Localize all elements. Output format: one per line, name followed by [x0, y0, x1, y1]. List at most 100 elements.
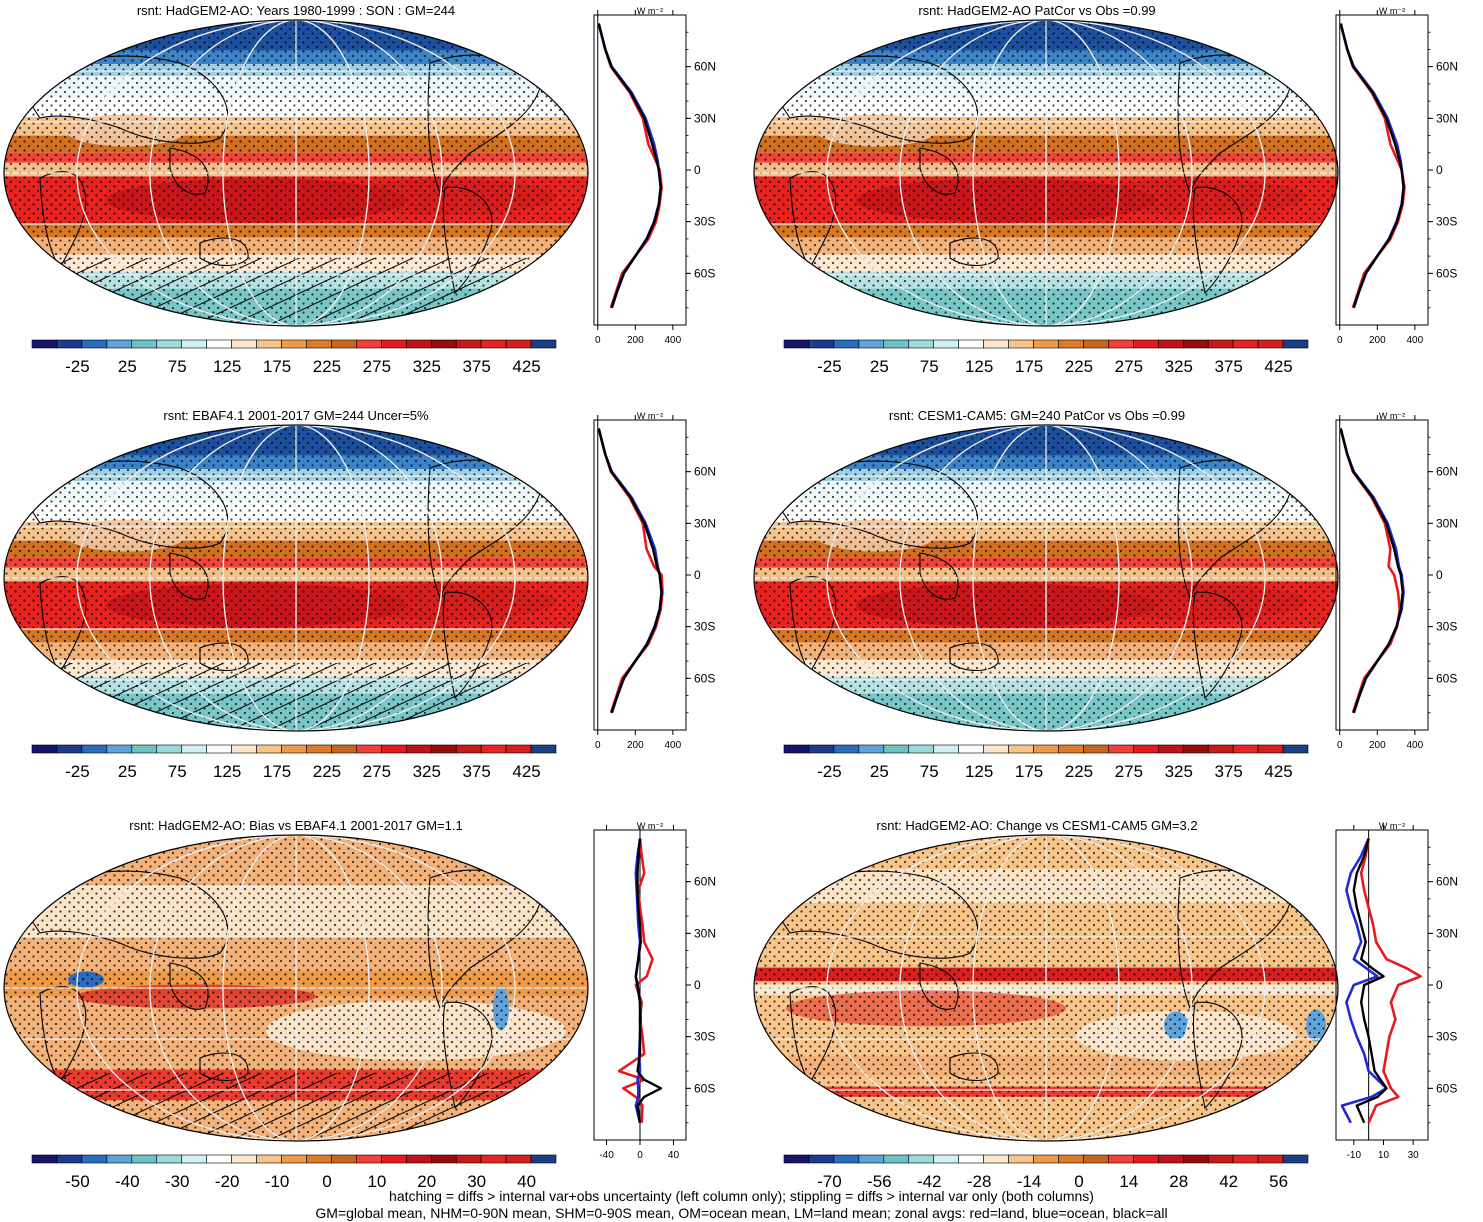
colorbar-swatch [984, 340, 1009, 348]
map [750, 18, 1342, 328]
colorbar-swatch [232, 1155, 257, 1163]
lat-tick-label: 30S [694, 620, 715, 634]
colorbar-label: 375 [462, 762, 490, 781]
plot-frame [594, 420, 686, 730]
colorbar-swatch [107, 745, 132, 753]
colorbar-swatch [331, 1155, 356, 1163]
colorbar-swatch [282, 745, 307, 753]
colorbar-swatch [1009, 340, 1034, 348]
lat-tick-label: 60N [1436, 60, 1458, 74]
lat-tick-label: 60S [1436, 1081, 1457, 1095]
x-tick-label: 0 [637, 1150, 643, 1161]
colorbar-swatch [1133, 745, 1158, 753]
colorbar-swatch [1108, 340, 1133, 348]
colorbar-swatch [809, 340, 834, 348]
colorbar-swatch [506, 340, 531, 348]
footer-line-2: GM=global mean, NHM=0-90N mean, SHM=0-90… [0, 1205, 1483, 1222]
colorbar-label: 125 [213, 357, 241, 376]
map-title: rsnt: HadGEM2-AO: Bias vs EBAF4.1 2001-2… [0, 818, 592, 833]
lat-tick-label: 60N [694, 465, 716, 479]
colorbar-label: 425 [512, 762, 540, 781]
colorbar-swatch [207, 745, 232, 753]
colorbar-swatch [82, 1155, 107, 1163]
colorbar-label: 325 [413, 357, 441, 376]
colorbar-swatch [1233, 745, 1258, 753]
lat-tick-label: 30S [1436, 1030, 1457, 1044]
colorbar-swatch [859, 1155, 884, 1163]
colorbar-label: 25 [118, 357, 137, 376]
colorbar-swatch [406, 1155, 431, 1163]
zonal-all-line [1341, 24, 1404, 308]
panel-2: rsnt: EBAF4.1 2001-2017 GM=244 Uncer=5% … [0, 405, 741, 805]
colorbar-swatch [1183, 340, 1208, 348]
lat-tick-label: 0 [694, 568, 701, 582]
x-tick-label: 200 [627, 335, 644, 346]
colorbar-swatch [1208, 1155, 1233, 1163]
colorbar: -252575125175225275325375425475 [782, 338, 1312, 380]
colorbar-label: 325 [1165, 357, 1193, 376]
colorbar-label: 125 [965, 762, 993, 781]
x-tick-label: 0 [1337, 335, 1343, 346]
colorbar-label: -25 [817, 762, 842, 781]
colorbar-swatch [884, 340, 909, 348]
colorbar-swatch [506, 1155, 531, 1163]
colorbar: -252575125175225275325375425475 [782, 743, 1312, 785]
x-tick-label: 400 [1407, 740, 1424, 751]
colorbar-swatch [1233, 340, 1258, 348]
colorbar-swatch [1083, 340, 1108, 348]
colorbar-swatch [456, 340, 481, 348]
colorbar-swatch [934, 340, 959, 348]
colorbar-label: 225 [1065, 357, 1093, 376]
map-title: rsnt: EBAF4.1 2001-2017 GM=244 Uncer=5% [0, 408, 592, 423]
colorbar-swatch [182, 1155, 207, 1163]
colorbar-swatch [506, 745, 531, 753]
colorbar-swatch [884, 1155, 909, 1163]
colorbar-swatch [1083, 1155, 1108, 1163]
colorbar-swatch [531, 1155, 556, 1163]
lat-tick-label: 30S [1436, 620, 1457, 634]
colorbar-swatch [1058, 1155, 1083, 1163]
colorbar-swatch [356, 1155, 381, 1163]
colorbar-label: 25 [118, 762, 137, 781]
colorbar-swatch [1258, 745, 1283, 753]
colorbar-swatch [531, 745, 556, 753]
zonal-all-line [1341, 429, 1403, 713]
colorbar-label: 275 [363, 762, 391, 781]
lat-tick-label: 60S [694, 1081, 715, 1095]
colorbar-swatch [132, 745, 157, 753]
lat-tick-label: 30S [694, 1030, 715, 1044]
lat-tick-label: 60S [694, 671, 715, 685]
colorbar-swatch [809, 745, 834, 753]
units-label: W m⁻² [1379, 6, 1405, 16]
colorbar-swatch [1009, 1155, 1034, 1163]
colorbar-swatch [207, 1155, 232, 1163]
colorbar: -252575125175225275325375425475 [30, 743, 560, 785]
colorbar-swatch [132, 1155, 157, 1163]
colorbar-swatch [82, 340, 107, 348]
colorbar-label: 325 [413, 762, 441, 781]
colorbar-label: 175 [1015, 762, 1043, 781]
units-label: W m⁻² [637, 6, 663, 16]
colorbar-swatch [257, 340, 282, 348]
colorbar-swatch [984, 1155, 1009, 1163]
colorbar-swatch [456, 745, 481, 753]
colorbar-swatch [57, 745, 82, 753]
lat-tick-label: 60S [1436, 266, 1457, 280]
colorbar-swatch [57, 1155, 82, 1163]
map-title: rsnt: HadGEM2-AO: Years 1980-1999 : SON … [0, 3, 592, 18]
lat-tick-label: 0 [1436, 568, 1443, 582]
colorbar-swatch [909, 340, 934, 348]
lat-tick-label: 60N [1436, 465, 1458, 479]
colorbar-swatch [331, 745, 356, 753]
x-tick-label: 30 [1408, 1150, 1420, 1161]
colorbar-swatch [1258, 340, 1283, 348]
units-label: W m⁻² [1379, 411, 1405, 421]
lat-tick-label: 0 [1436, 978, 1443, 992]
colorbar-swatch [107, 1155, 132, 1163]
x-tick-label: 40 [668, 1150, 680, 1161]
colorbar-swatch [32, 1155, 57, 1163]
colorbar-label: 75 [168, 762, 187, 781]
lat-tick-label: 60N [1436, 875, 1458, 889]
